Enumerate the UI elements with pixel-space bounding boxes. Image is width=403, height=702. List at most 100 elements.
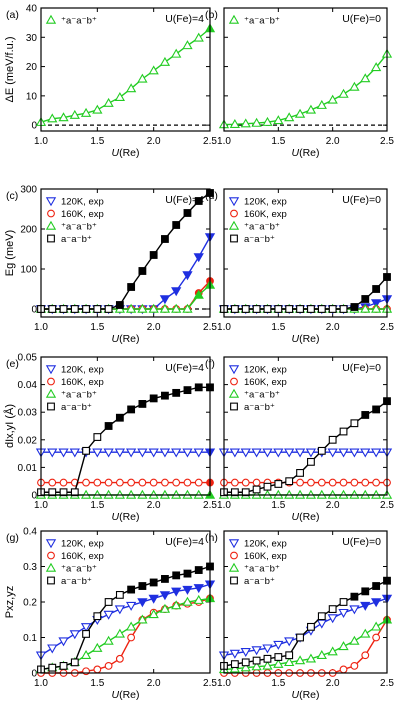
data-point xyxy=(370,62,382,72)
data-point xyxy=(230,660,239,669)
legend-marker xyxy=(230,402,238,411)
data-point xyxy=(183,386,192,395)
data-point xyxy=(229,448,241,458)
series-line xyxy=(40,27,211,123)
data-point xyxy=(263,305,272,313)
chart-panel-e: 0 0.01 0.02 0.03 0.04 0.05 1.0 1.5 2.0 2.5 U(Re) dI… xyxy=(3,353,217,524)
data-point xyxy=(171,600,182,610)
data-point xyxy=(149,478,158,487)
data-point xyxy=(70,488,79,497)
data-point xyxy=(316,649,327,659)
data-point xyxy=(127,585,136,594)
plot-frame xyxy=(223,7,388,132)
panel-annotation: U(Fe)=0 xyxy=(342,362,381,374)
data-point xyxy=(193,448,204,458)
data-point xyxy=(125,448,137,458)
data-point xyxy=(172,478,181,487)
data-point xyxy=(262,116,273,126)
data-point xyxy=(114,605,126,615)
data-point xyxy=(349,605,360,615)
series-line xyxy=(41,192,211,310)
legend-label: a⁻a⁻b⁺ xyxy=(61,576,92,587)
data-point xyxy=(82,446,90,455)
chart-panel-a: 0 10 20 30 40 1.0 1.5 2.0 2.5 U(Re) ΔE (meV/f.u.) (… xyxy=(4,4,217,160)
data-point xyxy=(171,587,182,597)
data-point xyxy=(350,419,359,428)
data-point xyxy=(47,113,58,123)
data-point xyxy=(296,305,304,313)
data-point xyxy=(159,56,171,66)
x-axis-title: U(Re) xyxy=(291,333,319,345)
y-axis-title: Eg (meV) xyxy=(4,230,16,276)
panel-annotation: U(Fe)=0 xyxy=(342,536,381,548)
chart-panel-d: 1.0 1.5 2.0 2.5 U(Re) (d) U(Fe)=0 120K, exp160K… xyxy=(205,188,394,345)
y-tick-label: 0 xyxy=(31,491,37,502)
data-point xyxy=(103,635,114,645)
series-0 xyxy=(35,233,216,315)
data-point xyxy=(159,591,171,601)
data-point xyxy=(339,305,348,313)
x-axis-title: U(Re) xyxy=(291,147,319,159)
legend-marker xyxy=(47,209,55,218)
legend-marker xyxy=(228,197,240,207)
data-point xyxy=(59,661,68,670)
x-tick-label: 1.0 xyxy=(217,500,231,511)
data-point xyxy=(59,478,68,487)
data-point xyxy=(305,104,317,114)
data-point xyxy=(296,469,304,477)
data-point xyxy=(172,571,181,580)
panel-label: (h) xyxy=(205,532,218,544)
x-tick-label: 1.0 xyxy=(217,678,231,689)
data-point xyxy=(161,575,169,583)
data-point xyxy=(183,478,192,487)
data-point xyxy=(339,427,348,436)
x-tick-label: 1.0 xyxy=(217,136,231,147)
data-point xyxy=(252,305,261,313)
data-point xyxy=(252,656,261,665)
legend-marker xyxy=(45,220,57,230)
series-2 xyxy=(218,614,393,674)
y-tick-label: 10 xyxy=(26,91,38,102)
y-tick-label: 0 xyxy=(31,305,37,316)
data-point xyxy=(307,457,315,466)
legend-marker xyxy=(47,234,55,243)
legend-label: a⁻a⁻b⁺ xyxy=(61,402,92,413)
series-0 xyxy=(35,23,216,126)
data-point xyxy=(339,478,348,487)
data-point xyxy=(285,651,294,660)
data-point xyxy=(370,448,382,458)
data-point xyxy=(114,92,126,102)
data-point xyxy=(241,478,250,487)
x-tick-label: 1.5 xyxy=(271,678,285,689)
data-point xyxy=(171,287,182,297)
data-point xyxy=(194,478,203,487)
x-tick-label: 2.0 xyxy=(326,500,340,511)
legend-label: a⁻a⁻b⁺ xyxy=(244,402,275,413)
data-point xyxy=(48,488,57,497)
y-tick-label: 0.4 xyxy=(23,527,37,538)
x-tick-label: 2.0 xyxy=(326,136,340,147)
series-0 xyxy=(218,448,393,458)
series-line xyxy=(223,619,388,671)
data-point xyxy=(241,488,250,497)
data-point xyxy=(69,448,80,458)
y-tick-label: 0.3 xyxy=(23,562,37,573)
data-point xyxy=(103,610,114,620)
data-point xyxy=(182,303,193,313)
legend-marker xyxy=(228,562,240,572)
x-tick-label: 2.5 xyxy=(203,136,217,147)
x-tick-label: 2.0 xyxy=(147,136,161,147)
legend-marker xyxy=(47,551,55,560)
data-point xyxy=(338,448,349,458)
series-0 xyxy=(218,48,393,129)
y-tick-label: 0.2 xyxy=(23,598,37,609)
plot-frame xyxy=(40,530,211,674)
data-point xyxy=(240,118,251,128)
data-point xyxy=(360,303,371,313)
data-point xyxy=(294,655,306,665)
x-tick-label: 1.0 xyxy=(34,678,48,689)
panel-label: (e) xyxy=(6,358,19,370)
data-point xyxy=(327,94,338,104)
legend-label: 160K, exp xyxy=(244,377,287,388)
y-axis-title: Pxz,yz xyxy=(4,586,16,618)
